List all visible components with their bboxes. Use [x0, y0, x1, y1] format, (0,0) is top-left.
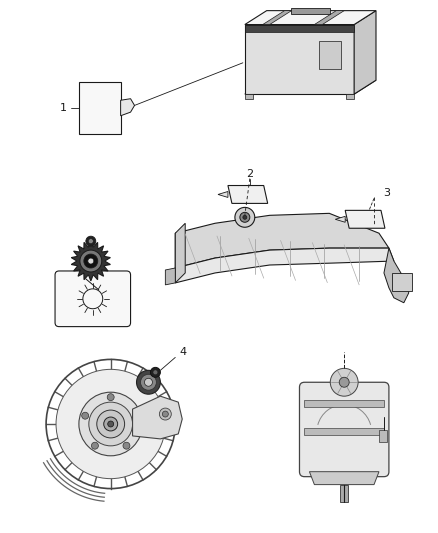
Polygon shape [245, 11, 376, 25]
Bar [379, 430, 387, 442]
Polygon shape [346, 94, 354, 99]
Polygon shape [309, 472, 379, 484]
Circle shape [84, 254, 98, 268]
Circle shape [159, 408, 171, 420]
Circle shape [150, 367, 160, 377]
Bar [392, 273, 412, 291]
Circle shape [235, 207, 255, 227]
Circle shape [89, 402, 133, 446]
Bar [340, 484, 348, 502]
Bar [304, 428, 384, 435]
Polygon shape [290, 7, 330, 14]
Text: 3: 3 [383, 189, 390, 198]
Text: 1: 1 [60, 103, 67, 113]
Circle shape [145, 378, 152, 386]
Polygon shape [345, 211, 385, 228]
Circle shape [153, 370, 158, 375]
Polygon shape [354, 11, 376, 94]
Bar [304, 400, 384, 407]
Polygon shape [263, 11, 292, 25]
Text: 4: 4 [180, 348, 187, 358]
Polygon shape [218, 191, 228, 197]
Circle shape [82, 412, 88, 419]
Polygon shape [228, 185, 268, 204]
Circle shape [97, 410, 124, 438]
Polygon shape [314, 11, 344, 25]
Circle shape [88, 239, 93, 244]
Polygon shape [71, 241, 110, 281]
Circle shape [137, 370, 160, 394]
Circle shape [56, 369, 165, 479]
Circle shape [133, 412, 140, 419]
Polygon shape [133, 396, 182, 439]
Bar [79, 82, 120, 134]
Circle shape [104, 417, 118, 431]
Circle shape [141, 374, 156, 390]
Polygon shape [120, 99, 134, 116]
Polygon shape [245, 80, 376, 94]
Polygon shape [245, 25, 354, 33]
Polygon shape [165, 268, 175, 285]
Circle shape [240, 212, 250, 222]
Circle shape [330, 368, 358, 396]
Circle shape [108, 421, 114, 427]
Circle shape [107, 394, 114, 401]
Circle shape [243, 215, 247, 219]
Circle shape [86, 236, 96, 246]
Circle shape [79, 392, 142, 456]
Text: 2: 2 [246, 168, 253, 179]
Polygon shape [384, 248, 409, 303]
Polygon shape [175, 248, 394, 283]
Circle shape [339, 377, 349, 387]
Circle shape [92, 442, 99, 449]
Polygon shape [175, 223, 185, 283]
Bar [319, 42, 341, 69]
Polygon shape [245, 25, 354, 94]
FancyBboxPatch shape [55, 271, 131, 327]
Circle shape [88, 258, 94, 264]
FancyBboxPatch shape [300, 382, 389, 477]
Circle shape [123, 442, 130, 449]
Polygon shape [245, 94, 253, 99]
Circle shape [80, 250, 102, 272]
Polygon shape [335, 216, 345, 222]
Circle shape [162, 411, 168, 417]
Polygon shape [175, 213, 389, 268]
